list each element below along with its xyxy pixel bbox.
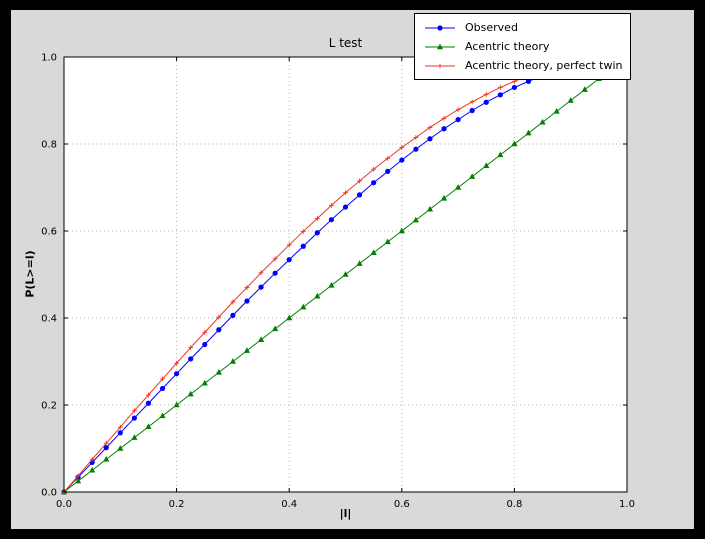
svg-text:0.8: 0.8 <box>506 499 522 510</box>
svg-text:0.4: 0.4 <box>41 314 57 325</box>
svg-text:0.6: 0.6 <box>41 227 57 238</box>
figure-window: 0.0 0.2 0.4 0.6 0.8 1.0 0.0 0.2 0.4 0.6 0.8 1.0 L t… <box>11 10 694 529</box>
svg-text:0.0: 0.0 <box>41 488 57 499</box>
y-axis-label: P(L>=l) <box>23 250 37 298</box>
svg-text:1.0: 1.0 <box>41 53 57 64</box>
svg-text:0.8: 0.8 <box>41 140 57 151</box>
svg-text:0.4: 0.4 <box>281 499 297 510</box>
legend-label: Acentric theory, perfect twin <box>465 59 623 72</box>
svg-text:0.6: 0.6 <box>394 499 410 510</box>
legend-line-icon <box>425 43 455 49</box>
legend-label: Acentric theory <box>465 40 550 53</box>
legend: Observed Acentric theory Acentric theory… <box>414 13 631 80</box>
svg-text:0.2: 0.2 <box>41 401 57 412</box>
chart-title: L test <box>328 36 363 50</box>
legend-line-icon <box>425 63 455 68</box>
svg-text:0.0: 0.0 <box>56 499 72 510</box>
legend-line-icon <box>425 24 455 31</box>
plot-area: 0.0 0.2 0.4 0.6 0.8 1.0 0.0 0.2 0.4 0.6 0.8 1.0 <box>41 53 635 511</box>
legend-item-observed: Observed <box>423 18 622 37</box>
svg-text:0.2: 0.2 <box>169 499 185 510</box>
legend-item-acentric-theory: Acentric theory <box>423 37 622 56</box>
legend-label: Observed <box>465 21 518 34</box>
legend-item-perfect-twin: Acentric theory, perfect twin <box>423 56 622 75</box>
svg-text:1.0: 1.0 <box>619 499 635 510</box>
x-axis-label: |l| <box>339 507 352 520</box>
